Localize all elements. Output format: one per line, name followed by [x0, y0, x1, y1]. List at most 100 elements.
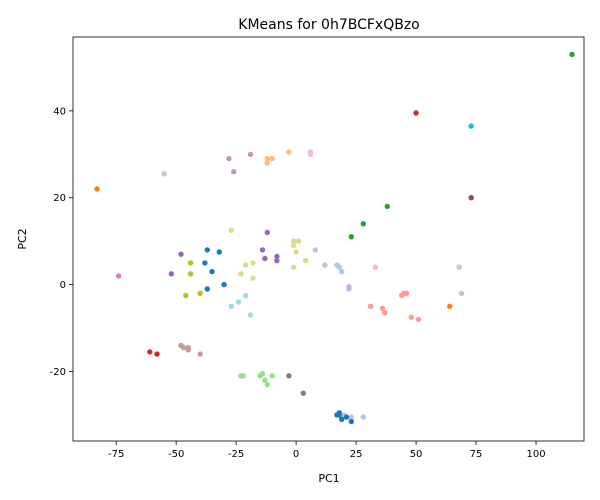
y-tick-label: 0	[60, 280, 66, 291]
data-point	[259, 247, 266, 253]
data-point	[339, 268, 345, 275]
data-point	[264, 155, 270, 162]
data-point	[115, 273, 122, 279]
data-point	[262, 377, 268, 383]
data-point	[382, 310, 388, 316]
plot-frame	[72, 36, 585, 442]
y-tick-label: -20	[50, 367, 66, 378]
data-point	[346, 284, 352, 290]
data-point	[269, 155, 275, 162]
x-tick-label: -50	[168, 449, 184, 460]
data-point	[295, 238, 302, 244]
data-point	[458, 290, 465, 296]
data-point	[468, 195, 474, 201]
data-point	[348, 414, 354, 420]
data-point	[403, 290, 410, 296]
data-point	[259, 371, 266, 377]
data-point	[264, 229, 270, 236]
data-point	[154, 351, 160, 357]
data-point	[269, 373, 275, 379]
x-tick-label: 25	[350, 449, 363, 460]
data-point	[204, 247, 210, 253]
data-point	[243, 262, 249, 268]
data-point	[204, 286, 210, 292]
data-point	[286, 373, 292, 379]
data-point	[264, 160, 270, 166]
data-point	[231, 169, 237, 175]
data-point	[187, 260, 194, 266]
plot-area	[73, 37, 584, 441]
data-point	[185, 344, 191, 351]
data-point	[180, 344, 187, 351]
data-point	[343, 414, 350, 420]
data-point	[293, 249, 299, 255]
x-axis: -75 -50 -25 0 25 50 75 100	[108, 441, 546, 460]
data-point	[367, 303, 374, 309]
data-point	[286, 149, 292, 155]
data-point	[209, 268, 215, 275]
x-tick-label: 100	[526, 449, 545, 460]
data-point	[408, 314, 414, 320]
x-tick-label: -75	[108, 449, 124, 460]
data-point	[216, 249, 222, 255]
data-point	[235, 299, 242, 305]
data-point	[334, 262, 340, 268]
x-tick-label: 50	[410, 449, 423, 460]
data-point	[336, 410, 342, 416]
data-point	[291, 238, 297, 244]
data-point	[187, 271, 194, 277]
data-point	[291, 264, 297, 270]
data-point	[197, 351, 203, 357]
data-point	[221, 281, 227, 288]
data-point	[384, 203, 390, 210]
data-point	[274, 258, 280, 264]
data-point	[178, 251, 184, 257]
data-point	[243, 292, 249, 299]
chart-title: KMeans for 0h7BCFxQBzo	[238, 17, 419, 33]
data-point	[264, 381, 270, 388]
data-point	[415, 316, 422, 323]
data-point	[339, 416, 345, 422]
data-point	[300, 390, 306, 396]
data-point	[307, 149, 314, 155]
y-tick-label: 20	[53, 193, 66, 204]
data-point	[348, 234, 354, 240]
data-point	[348, 418, 354, 425]
x-tick-label: 0	[293, 449, 299, 460]
data-point	[303, 258, 309, 264]
data-point	[247, 151, 254, 157]
y-tick-label: 40	[53, 106, 66, 117]
data-point	[569, 51, 575, 58]
data-point	[262, 255, 268, 262]
data-point	[161, 171, 167, 177]
data-point	[250, 275, 256, 281]
x-tick-label: 75	[470, 449, 483, 460]
data-point	[147, 349, 153, 355]
data-point	[238, 271, 244, 277]
x-tick-label: -25	[228, 449, 244, 460]
data-point	[240, 373, 246, 379]
data-point	[228, 303, 234, 309]
data-point	[291, 242, 297, 249]
data-point	[456, 264, 462, 270]
data-point	[168, 271, 175, 277]
points-layer	[94, 51, 575, 425]
data-point	[228, 227, 234, 233]
data-point	[468, 123, 474, 129]
data-point	[312, 247, 318, 253]
data-point	[379, 305, 386, 312]
data-point	[360, 221, 366, 227]
data-point	[197, 290, 203, 296]
data-point	[447, 303, 453, 309]
data-point	[94, 186, 100, 192]
y-axis: -20 0 20 40	[50, 106, 73, 378]
data-point	[250, 260, 256, 266]
data-point	[183, 292, 189, 299]
data-point	[226, 155, 232, 162]
data-point	[360, 414, 366, 420]
data-point	[202, 260, 208, 266]
data-point	[274, 253, 280, 260]
data-point	[372, 264, 378, 270]
y-axis-label: PC2	[16, 228, 29, 249]
